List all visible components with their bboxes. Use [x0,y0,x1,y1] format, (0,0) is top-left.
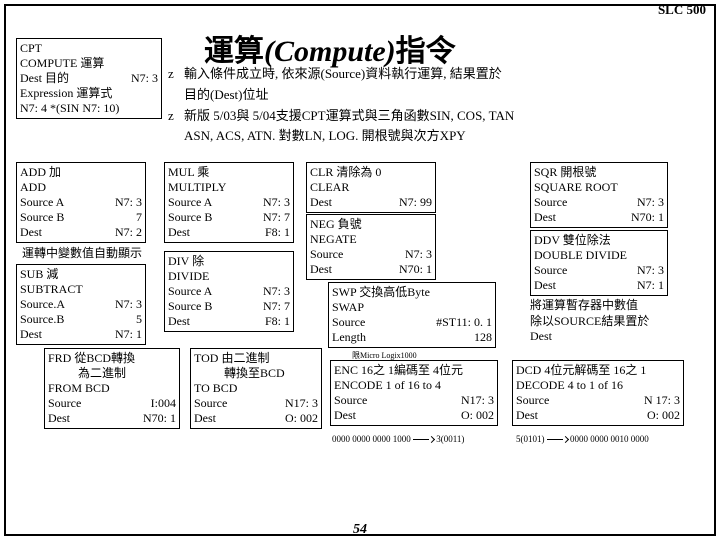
sub-box: SUB 減 SUBTRACT Source.AN7: 3 Source.B5 D… [16,264,146,345]
header-model: SLC 500 [658,2,706,18]
sqr-box: SQR 開根號 SQUARE ROOT SourceN7: 3 DestN70:… [530,162,668,228]
neg-box: NEG 負號 NEGATE SourceN7: 3 DestN70: 1 [306,214,436,280]
binary-1: 0000 0000 0000 1000 3(0011) [332,434,464,444]
add-box: ADD 加 ADD Source AN7: 3 Source B7 DestN7… [16,162,146,243]
content: 運算(Compute)指令 CPT COMPUTE 運算 Dest 目的N7: … [12,26,708,524]
page-number: 54 [353,522,367,538]
ddv-box: DDV 雙位除法 DOUBLE DIVIDE SourceN7: 3 DestN… [530,230,668,296]
tod-box: TOD 由二進制 轉換至BCD TO BCD SourceN17: 3 Dest… [190,348,322,429]
dcd-box: DCD 4位元解碼至 16之 1 DECODE 4 to 1 of 16 Sou… [512,360,684,426]
frd-box: FRD 從BCD轉換 為二進制 FROM BCD SourceI:004 Des… [44,348,180,429]
ddv-note: 將運算暫存器中數值 除以SOURCE結果置於 Dest [530,298,690,345]
cpt-box: CPT COMPUTE 運算 Dest 目的N7: 3 Expression 運… [16,38,162,119]
swp-box: SWP 交換高低Byte SWAP Source#ST11: 0. 1 Leng… [328,282,496,348]
enc-box: ENC 16之 1編碼至 4位元 ENCODE 1 of 16 to 4 Sou… [330,360,498,426]
auto-note: 運轉中變數值自動顯示 [22,244,142,261]
binary-2: 5(0101) 0000 0000 0010 0000 [516,434,649,444]
description: z輸入條件成立時, 依來源(Source)資料執行運算, 結果置於 目的(Des… [168,64,704,147]
mul-box: MUL 乘 MULTIPLY Source AN7: 3 Source BN7:… [164,162,294,243]
div-box: DIV 除 DIVIDE Source AN7: 3 Source BN7: 7… [164,251,294,332]
clr-box: CLR 清除為 0 CLEAR DestN7: 99 [306,162,436,213]
